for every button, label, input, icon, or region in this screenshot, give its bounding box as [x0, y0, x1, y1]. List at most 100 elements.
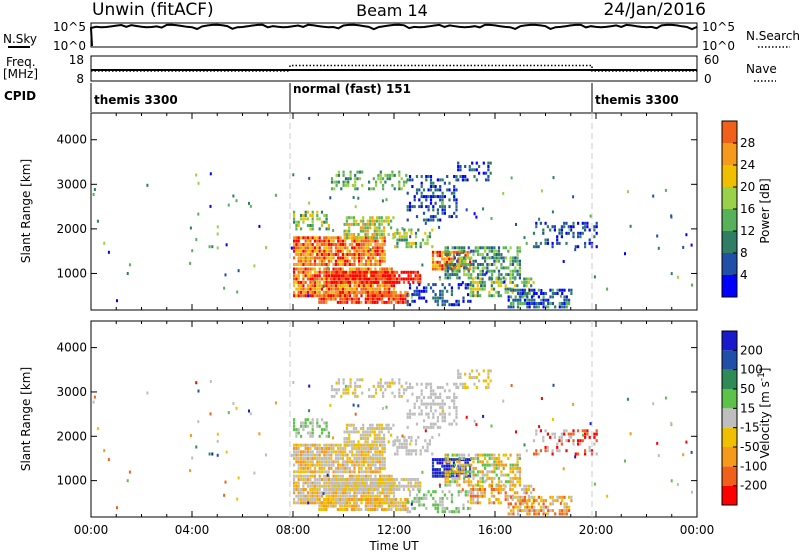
- velocity-cell: [358, 447, 361, 450]
- power-cell: [444, 246, 447, 250]
- power-cell: [323, 220, 326, 224]
- velocity-cell: [461, 488, 464, 492]
- power-cell: [418, 198, 421, 202]
- power-cell: [438, 254, 441, 258]
- velocity-cell: [402, 391, 406, 395]
- power-cell: [568, 302, 571, 305]
- power-cell: [351, 274, 354, 278]
- power-cell: [472, 287, 475, 291]
- power-cell: [514, 259, 517, 263]
- power-cell: [497, 273, 501, 277]
- power-cell: [563, 288, 566, 292]
- power-cell: [348, 259, 351, 263]
- velocity-cell: [514, 473, 517, 477]
- velocity-cell: [464, 458, 467, 462]
- power-cell: [532, 294, 535, 298]
- power-cell: [364, 226, 367, 230]
- power-cell: [367, 300, 370, 304]
- velocity-cell: [300, 494, 303, 498]
- power-cell: [309, 236, 312, 240]
- velocity-cell: [327, 434, 330, 438]
- power-cell: [410, 228, 413, 232]
- velocity-cell: [295, 481, 298, 485]
- velocity-cell: [365, 501, 368, 505]
- power-cell: [365, 239, 368, 243]
- velocity-cell: [554, 512, 557, 516]
- velocity-cell: [365, 498, 368, 501]
- velocity-cell: [318, 474, 321, 478]
- power-cell: [530, 277, 533, 281]
- velocity-cell: [413, 406, 416, 409]
- power-cell: [556, 288, 559, 292]
- power-cell: [346, 249, 349, 253]
- power-cell: [369, 267, 372, 271]
- power-cell: [369, 300, 372, 304]
- velocity-cell: [448, 468, 451, 472]
- power-cell: [398, 274, 401, 278]
- velocity-cell: [456, 453, 459, 457]
- power-cell: [425, 175, 428, 178]
- power-cell: [518, 249, 521, 253]
- power-cell: [306, 290, 310, 294]
- power-cell: [475, 161, 478, 165]
- velocity-cell: [519, 495, 522, 499]
- power-cell: [297, 270, 300, 274]
- power-cell: [383, 243, 386, 246]
- power-cell: [365, 294, 368, 298]
- power-cell: [293, 270, 296, 274]
- power-cell: [355, 284, 358, 288]
- velocity-cell: [309, 447, 312, 450]
- power-cell: [361, 270, 364, 274]
- power-cell: [461, 175, 464, 178]
- velocity-cell: [420, 496, 423, 500]
- power-cell: [475, 178, 478, 182]
- velocity-cell: [542, 505, 545, 509]
- power-cell: [475, 168, 478, 172]
- velocity-cell: [116, 506, 118, 510]
- velocity-cell: [381, 508, 384, 511]
- velocity-cell: [311, 488, 314, 491]
- power-cell: [493, 253, 496, 256]
- power-cell: [391, 173, 394, 177]
- velocity-cell: [446, 396, 449, 399]
- freq-panel: [90, 55, 698, 82]
- power-cell: [468, 168, 471, 172]
- velocity-cell: [311, 463, 314, 467]
- power-cell: [421, 238, 425, 242]
- power-cell: [414, 235, 418, 239]
- power-cell: [513, 277, 517, 281]
- velocity-cell: [345, 430, 348, 434]
- velocity-cell: [532, 501, 535, 505]
- power-cell: [507, 249, 510, 253]
- velocity-cell: [418, 406, 421, 409]
- velocity-cell: [595, 432, 598, 436]
- velocity-cell: [463, 466, 466, 470]
- power-cell: [248, 201, 250, 205]
- velocity-cell: [371, 508, 374, 511]
- velocity-cell: [340, 478, 343, 481]
- velocity-cell: [293, 453, 296, 457]
- power-cell: [384, 180, 387, 184]
- power-cell: [320, 224, 324, 227]
- power-cell: [429, 188, 433, 192]
- velocity-cell: [332, 504, 335, 508]
- velocity-cell: [455, 506, 458, 510]
- power-cell: [453, 273, 456, 277]
- power-cell: [565, 221, 568, 225]
- velocity-cell: [323, 450, 326, 454]
- power-cell: [398, 170, 401, 174]
- velocity-cell: [361, 391, 364, 395]
- power-cell: [399, 297, 402, 301]
- power-cell: [390, 267, 393, 271]
- velocity-cell: [453, 396, 456, 399]
- velocity-cell: [488, 501, 491, 505]
- power-cell: [453, 211, 456, 215]
- velocity-cell: [335, 391, 338, 395]
- power-cell: [316, 294, 319, 298]
- power-cell: [376, 287, 379, 291]
- velocity-cell: [337, 478, 340, 481]
- power-cell: [567, 231, 570, 235]
- power-cell: [490, 287, 493, 291]
- velocity-cell: [353, 457, 356, 460]
